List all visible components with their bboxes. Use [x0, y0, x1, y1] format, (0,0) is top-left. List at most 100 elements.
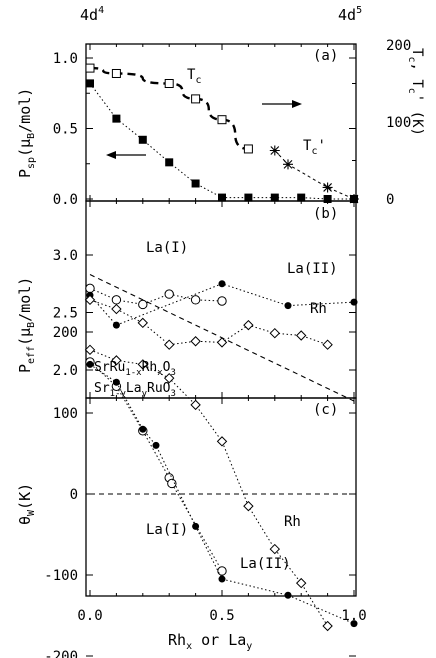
data-point-0-2-2 — [322, 182, 333, 193]
y-tick-label-1: 2.5 — [53, 306, 78, 322]
arrow-right — [262, 100, 302, 108]
data-point-0-1-2 — [164, 79, 174, 88]
panel-c-label: (c) — [313, 402, 338, 418]
data-point-1-2-6 — [243, 319, 254, 331]
panel-a-label: (a) — [313, 48, 338, 64]
data-point-2-2-8 — [295, 577, 307, 589]
data-point-1-0-4 — [190, 295, 201, 305]
data-point-0-0-5 — [218, 193, 226, 202]
data-point-1-2-9 — [322, 339, 333, 350]
data-point-0-2-0 — [269, 145, 280, 156]
series-line-0-1 — [89, 66, 249, 151]
data-point-2-2-7 — [269, 543, 281, 555]
top-label-4d5: 4d5 — [338, 5, 362, 24]
data-point-2-1-7 — [350, 620, 358, 628]
y2-tick-label-0: 200 — [386, 38, 411, 54]
data-point-2-2-6 — [243, 500, 254, 512]
data-point-1-0-3 — [164, 289, 174, 299]
data-point-1-0-1 — [111, 295, 122, 305]
ylabel-c: θW(K) — [16, 483, 37, 525]
data-point-1-1-1 — [112, 321, 120, 329]
top-label-4d4: 4d4 — [80, 5, 104, 24]
data-point-1-2-0 — [84, 294, 96, 306]
data-point-0-2-3 — [349, 194, 359, 204]
data-point-1-1-3 — [284, 302, 292, 310]
data-point-2-1-3 — [152, 441, 160, 449]
data-point-0-0-7 — [270, 193, 279, 202]
y2label-a: Tc, Tc' (K) — [406, 48, 425, 136]
data-point-0-1-3 — [191, 94, 201, 104]
b-label-la2: La(II) — [287, 261, 338, 277]
y2-tick-label-0: 0 — [386, 192, 394, 208]
b-label-compound1: SrRu1-xRhxO3 — [94, 360, 176, 378]
data-point-2-2-5 — [216, 436, 228, 447]
y-tick-label-2: -100 — [44, 568, 78, 584]
data-point-1-2-2 — [137, 317, 149, 329]
tc-prime-label: Tc' — [303, 138, 326, 157]
series-line-0-0 — [89, 83, 354, 200]
series-line-1-0 — [89, 287, 223, 305]
y-tick-label-1: 3.0 — [53, 248, 78, 264]
data-point-1-1-4 — [350, 298, 358, 306]
data-point-0-1-1 — [111, 68, 121, 78]
data-point-0-0-3 — [165, 158, 174, 167]
data-point-2-1-0 — [86, 360, 94, 368]
x-tick-label: 0.5 — [209, 608, 234, 624]
data-point-0-0-1 — [112, 114, 121, 123]
data-point-2-0-4 — [167, 478, 177, 489]
c-label-rh: Rh — [284, 514, 301, 530]
data-point-0-1-5 — [243, 144, 253, 154]
data-point-1-2-5 — [216, 337, 228, 348]
series-line-1-2 — [89, 299, 328, 346]
data-point-2-2-4 — [190, 399, 201, 411]
c-label-la1: La(I) — [146, 522, 188, 538]
data-point-1-0-5 — [217, 296, 227, 306]
y-tick-label-0: 0.5 — [53, 122, 78, 138]
data-point-1-2-3 — [163, 339, 175, 350]
b-label-compound2: Sr1-yLayRuO3 — [94, 381, 176, 399]
y-tick-label-0: 0.0 — [53, 192, 78, 208]
data-point-1-0-0 — [85, 283, 95, 294]
panel-c-frame — [85, 397, 357, 597]
x-tick-label: 0.0 — [77, 608, 102, 624]
data-point-2-1-1 — [112, 378, 120, 386]
series-line-2-0 — [89, 361, 223, 572]
y2-tick-label-0: 100 — [386, 115, 411, 131]
series-line-2-2 — [89, 349, 329, 627]
data-point-2-1-6 — [284, 591, 292, 599]
series-line-0-2 — [274, 150, 355, 200]
data-point-0-2-1 — [283, 159, 293, 170]
data-point-0-1-0 — [85, 63, 95, 73]
data-point-0-1-4 — [217, 115, 227, 125]
data-point-1-2-7 — [269, 327, 281, 339]
data-point-0-0-0 — [86, 79, 94, 88]
data-point-0-0-8 — [297, 193, 306, 202]
panel-b-label: (b) — [313, 206, 338, 222]
c-label-la2: La(II) — [240, 556, 291, 572]
data-point-1-1-2 — [218, 280, 226, 288]
data-point-1-2-1 — [111, 303, 122, 315]
y-tick-label-2: -200 — [44, 649, 78, 658]
arrow-left — [106, 151, 146, 159]
y-tick-label-1: 2.0 — [53, 363, 78, 379]
ylabel-a: Psp(μB/mol) — [16, 88, 37, 178]
tc-label: Tc — [187, 67, 201, 86]
y-tick-label-2: 0 — [70, 487, 78, 503]
data-point-0-0-6 — [244, 193, 253, 202]
y-tick-label-0: 1.0 — [53, 51, 78, 67]
data-point-1-2-8 — [295, 330, 307, 341]
data-point-0-0-4 — [191, 179, 200, 188]
b-label-rh: Rh — [310, 301, 327, 317]
data-point-2-2-0 — [84, 344, 96, 356]
data-point-2-2-2 — [137, 359, 149, 370]
data-point-2-1-2 — [139, 425, 147, 433]
data-point-2-2-9 — [322, 620, 333, 632]
data-point-2-1-5 — [218, 575, 226, 583]
xlabel: Rhx or Lay — [168, 631, 252, 652]
data-point-2-2-3 — [163, 372, 175, 384]
ylabel-b: Peff(μB/mol) — [16, 277, 37, 373]
data-point-2-1-4 — [192, 522, 200, 530]
data-point-2-2-1 — [111, 355, 122, 366]
data-point-1-2-4 — [190, 336, 201, 347]
